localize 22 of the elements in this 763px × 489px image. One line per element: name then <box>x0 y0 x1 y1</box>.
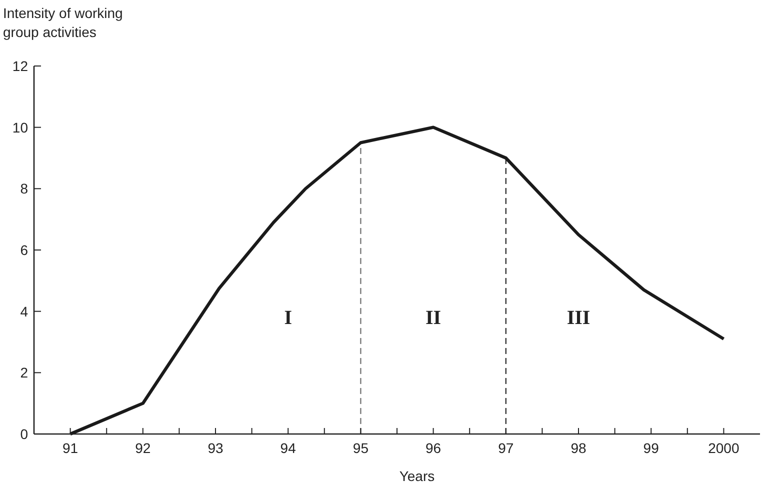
y-tick-label: 10 <box>12 119 28 136</box>
annotation: II <box>426 307 442 329</box>
x-tick-label: 96 <box>426 440 442 456</box>
y-tick-label: 0 <box>20 426 28 442</box>
x-tick-label: 2000 <box>708 440 740 456</box>
x-tick-label: 92 <box>135 440 151 456</box>
y-tick-label: 2 <box>20 364 28 381</box>
annotation: I <box>284 307 292 329</box>
x-tick-label: 94 <box>280 440 296 456</box>
x-tick-label: 91 <box>62 440 78 456</box>
y-tick-label: 4 <box>20 303 28 320</box>
y-tick-label: 12 <box>12 58 28 74</box>
x-tick-label: 98 <box>570 440 586 456</box>
y-tick-label: 8 <box>20 180 28 197</box>
x-tick-label: 93 <box>208 440 224 456</box>
x-tick-label: 99 <box>643 440 660 456</box>
y-tick-label: 6 <box>20 242 28 258</box>
annotation: III <box>566 307 590 329</box>
y-axis-title: Intensity of working group activities <box>3 5 123 40</box>
x-tick-label: 95 <box>352 440 369 456</box>
x-tick-label: 97 <box>498 440 514 456</box>
x-axis-title: Years <box>399 468 435 484</box>
